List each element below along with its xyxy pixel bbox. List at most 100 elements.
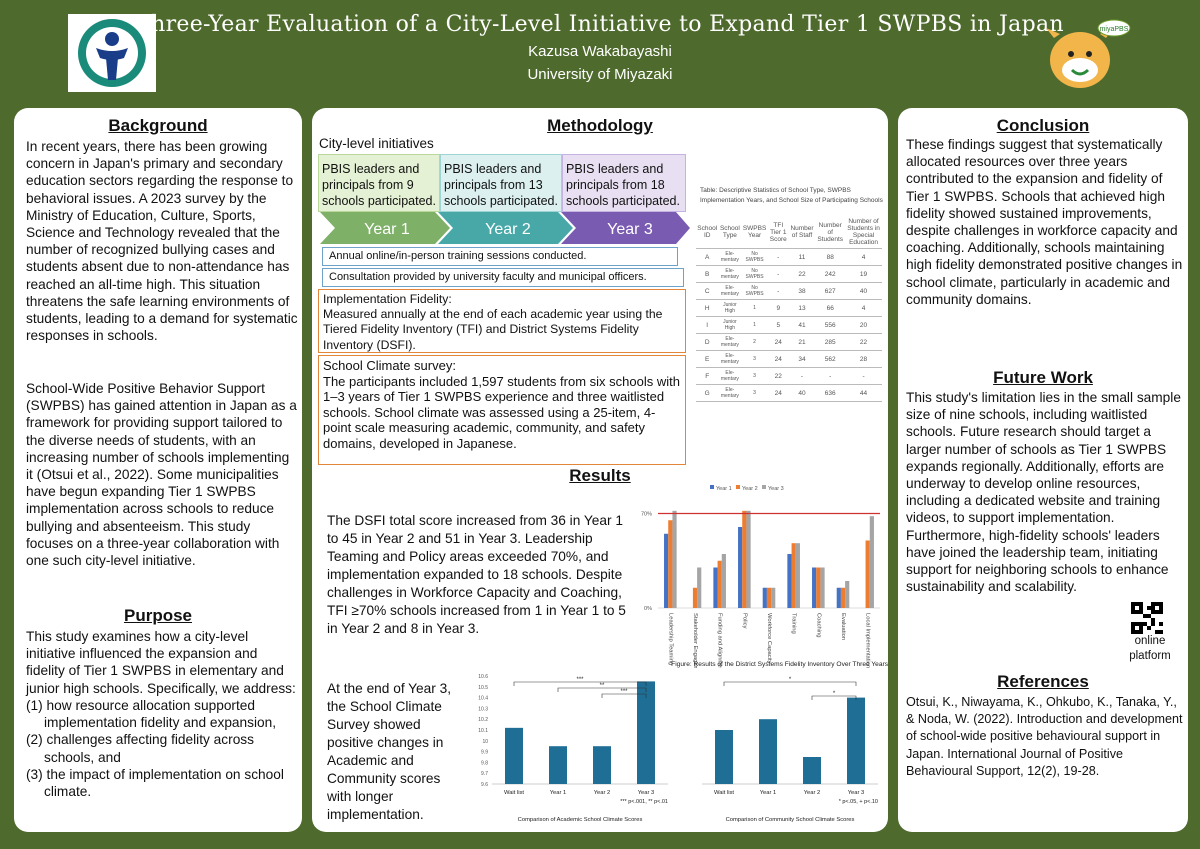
poster-title: Three-Year Evaluation of a City-Level In…	[136, 12, 1064, 37]
dsfi-bar	[762, 587, 767, 608]
left-column: Background In recent years, there has be…	[14, 108, 302, 832]
x-tick-label: Workforce Capacity	[766, 613, 772, 664]
table-cell: 1	[741, 316, 768, 334]
future-work-heading: Future Work	[993, 368, 1093, 387]
middle-column: Methodology City-level initiatives PBIS …	[312, 108, 888, 832]
table-cell: Junior High	[718, 299, 742, 317]
x-tick-label: Year 3	[638, 790, 655, 796]
training-bar: Annual online/in-person training session…	[322, 247, 678, 266]
table-cell: 11	[788, 248, 816, 266]
table-cell: A	[696, 248, 719, 266]
table-cell: Ele-mentary	[718, 282, 742, 300]
table-cell: Ele-mentary	[718, 384, 742, 402]
x-tick-label: Stakeholder Engagement	[692, 613, 698, 668]
table-cell: G	[696, 384, 719, 402]
table-cell: Ele-mentary	[718, 350, 742, 368]
dsfi-bar	[840, 587, 846, 608]
table-cell: F	[696, 367, 719, 385]
dsfi-bar	[771, 587, 776, 608]
purpose-intro: This study examines how a city-level ini…	[26, 629, 296, 696]
table-cell: 28	[845, 350, 882, 368]
dsfi-bar	[865, 540, 870, 608]
dsfi-bar	[816, 567, 821, 608]
y-tick-label: 9.9	[481, 750, 488, 756]
year-label-3: Year 3	[607, 221, 653, 238]
table-cell: C	[696, 282, 719, 300]
table-cell: I	[696, 316, 719, 334]
y-tick-label: 10.1	[478, 728, 488, 734]
community-climate-chart: Wait list Year 1 Year 2 Year 3 * * * p<.05, + …	[702, 677, 878, 823]
table-cell: 24	[767, 384, 789, 402]
table-cell: 3	[741, 367, 768, 385]
dsfi-bar	[664, 533, 669, 608]
table-cell: 24	[767, 333, 789, 351]
table-cell: 562	[815, 350, 846, 368]
legend-label: Year 2	[742, 486, 758, 492]
table-cell: 1	[741, 299, 768, 317]
year1-box: PBIS leaders and principals from 9 schoo…	[318, 154, 440, 212]
table-cell: Ele-mentary	[718, 248, 742, 266]
table-header-cell: Number of Students	[815, 216, 846, 249]
table-row: B Ele-mentary No SWPBS -22 242 19	[696, 265, 882, 283]
table-cell: 285	[815, 333, 846, 351]
table-cell: 38	[788, 282, 816, 300]
climate-bar	[847, 697, 865, 784]
table-cell: 20	[845, 316, 882, 334]
conclusion-text: These findings suggest that systematical…	[906, 137, 1183, 307]
poster-header: Three-Year Evaluation of a City-Level In…	[0, 0, 1200, 100]
table-row: F Ele-mentary 3 22- - -	[696, 367, 882, 385]
dsfi-caption: Figure: Results of the District Systems …	[671, 661, 888, 668]
dsfi-bar	[812, 567, 817, 608]
future-work-text: This study's limitation lies in the smal…	[906, 390, 1181, 595]
climate-box: School Climate survey: The participants …	[318, 355, 686, 465]
y-tick-label: 10.3	[478, 706, 488, 712]
table-cell: 242	[815, 265, 846, 283]
right-column: Conclusion These findings suggest that s…	[898, 108, 1188, 832]
table-cell: 627	[815, 282, 846, 300]
fidelity-box: Implementation Fidelity: Measured annual…	[318, 289, 686, 353]
legend-swatch	[710, 485, 714, 489]
climate-text: The participants included 1,597 students…	[323, 373, 680, 451]
table-cell: Ele-mentary	[718, 333, 742, 351]
list-item: (1) how resource allocation supported im…	[26, 698, 277, 731]
table-cell: -	[767, 265, 789, 283]
list-item: (3) the impact of implementation on scho…	[26, 766, 284, 800]
x-tick-label: Year 3	[848, 790, 865, 796]
table-cell: H	[696, 299, 719, 317]
table-row: I Junior High 1 5 41 556 20	[696, 316, 882, 334]
dsfi-bar	[869, 516, 874, 608]
year-label-2: Year 2	[485, 221, 531, 238]
y-tick-label: 9.6	[481, 782, 488, 788]
significance-marker: *	[833, 691, 836, 697]
climate-bar	[803, 757, 821, 784]
references-heading: References	[997, 672, 1089, 691]
dsfi-bar	[746, 510, 751, 608]
table-cell: -	[845, 367, 882, 385]
school-table: School ID School Type SWPBS Year TFI Tier 1…	[696, 216, 882, 402]
author-name: Kazusa Wakabayashi	[528, 43, 672, 60]
table-cell: 34	[788, 350, 816, 368]
table-cell: -	[788, 367, 816, 385]
table-cell: -	[767, 248, 789, 266]
significance-bracket	[557, 687, 647, 692]
qr-code-icon[interactable]	[1131, 602, 1163, 634]
table-row: A Ele-mentary No SWPBS -11 88 4	[696, 248, 882, 266]
year3-box: PBIS leaders and principals from 18 scho…	[562, 154, 686, 212]
table-cell: E	[696, 350, 719, 368]
table-body: A Ele-mentary No SWPBS -11 88 4 B Ele-mentary No…	[696, 248, 882, 402]
table-row: D Ele-mentary 2 24 21 285 22	[696, 333, 882, 351]
table-cell: 5	[767, 316, 789, 334]
table-row: E Ele-mentary 3 24 34 562 28	[696, 350, 882, 368]
table-cell: 66	[815, 299, 846, 317]
significance-marker: **	[600, 683, 605, 689]
table-cell: -	[815, 367, 846, 385]
legend-label: Year 1	[716, 486, 732, 492]
x-tick-label: Evaluation	[840, 613, 846, 640]
table-cell: B	[696, 265, 719, 283]
table-cell: 22	[788, 265, 816, 283]
dsfi-bar	[697, 567, 702, 608]
dsfi-bar	[742, 510, 747, 608]
dsfi-bar	[795, 543, 800, 608]
table-cell: 2	[741, 333, 768, 351]
qr-label: online platform	[1129, 635, 1171, 662]
